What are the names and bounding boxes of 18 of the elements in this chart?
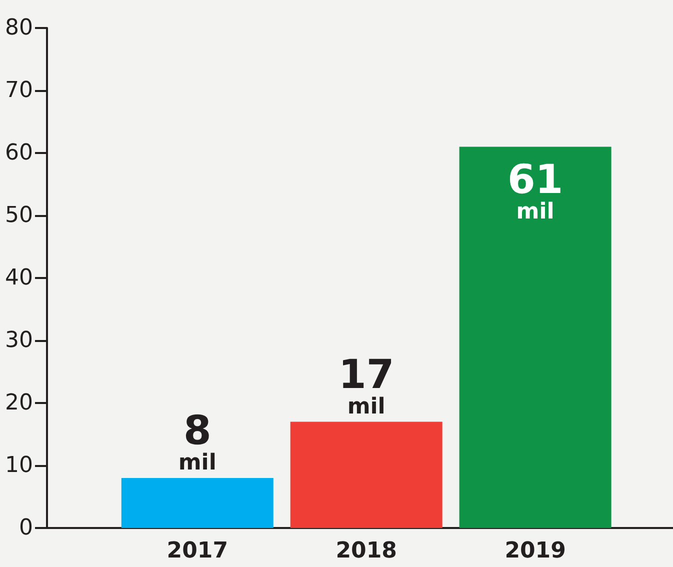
data-label: 61 mil — [507, 156, 564, 224]
y-tick-label: 50 — [5, 203, 33, 228]
y-tick-label: 40 — [5, 266, 33, 290]
x-tick-label: 2017 — [166, 538, 228, 564]
bar — [459, 146, 612, 528]
bar — [290, 422, 442, 528]
x-tick-label: 2019 — [504, 538, 566, 564]
bar — [121, 478, 274, 528]
y-tick-label: 70 — [5, 78, 33, 103]
x-tick-label: 2018 — [336, 538, 397, 564]
y-tick-label: 80 — [5, 16, 33, 40]
data-label: 8 mil — [178, 408, 216, 476]
y-tick-label: 20 — [5, 390, 33, 416]
y-tick-label: 30 — [5, 328, 33, 353]
y-tick-label: 10 — [5, 453, 33, 478]
y-tick-label: 60 — [5, 140, 33, 166]
y-tick-label: 0 — [19, 516, 33, 540]
data-label: 17 mil — [338, 352, 394, 420]
